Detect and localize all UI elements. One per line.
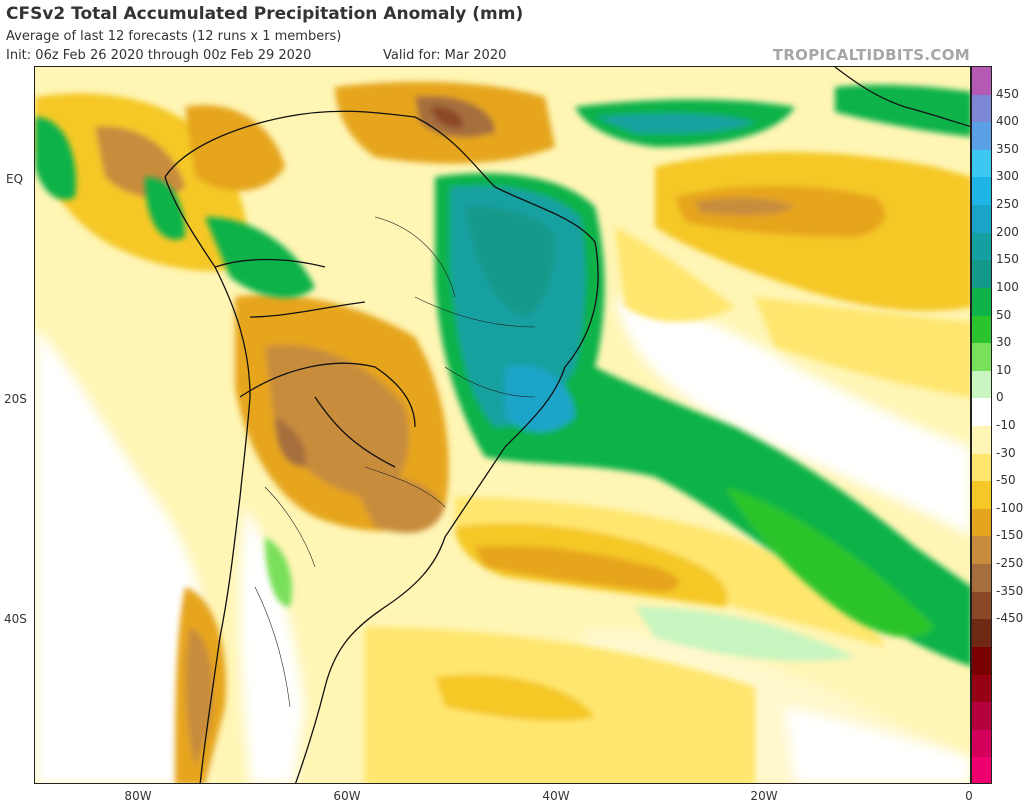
colorbar-label: 450	[996, 86, 1019, 101]
colorbar-label: 100	[996, 279, 1019, 294]
init-time-label: Init: 06z Feb 26 2020 through 00z Feb 29…	[6, 48, 312, 63]
colorbar-label: 400	[996, 114, 1019, 129]
colorbar-swatch	[972, 370, 991, 399]
colorbar-swatch	[972, 481, 991, 510]
x-tick-40w: 40W	[542, 789, 570, 803]
colorbar-label: -100	[996, 500, 1024, 515]
colorbar-label: -250	[996, 556, 1024, 571]
colorbar-label: -350	[996, 583, 1024, 598]
colorbar-label: 250	[996, 197, 1019, 212]
x-tick-60w: 60W	[333, 789, 361, 803]
x-tick-20w: 20W	[750, 789, 778, 803]
colorbar-swatch	[972, 398, 991, 427]
colorbar-label: 150	[996, 252, 1019, 267]
forecast-subtitle: Average of last 12 forecasts (12 runs x …	[6, 29, 342, 44]
colorbar-label: -30	[996, 445, 1016, 460]
x-tick-0: 0	[965, 789, 973, 803]
colorbar-label: 300	[996, 169, 1019, 184]
colorbar-swatch	[972, 149, 991, 178]
brand-watermark: TROPICALTIDBITS.COM	[772, 46, 970, 64]
africa-coastline	[834, 67, 970, 128]
y-tick-20s: 20S	[4, 392, 27, 406]
colorbar-swatch	[972, 122, 991, 151]
continental-dry-anomaly	[35, 81, 555, 783]
map-canvas	[35, 67, 970, 783]
valid-time-label: Valid for: Mar 2020	[383, 48, 507, 63]
colorbar-swatch	[972, 205, 991, 234]
colorbar-label: 350	[996, 141, 1019, 156]
colorbar-swatch	[972, 232, 991, 261]
colorbar-swatch	[972, 619, 991, 648]
colorbar-label: 10	[996, 362, 1012, 377]
colorbar-swatch	[972, 94, 991, 123]
colorbar-swatch	[972, 674, 991, 703]
colorbar-swatch	[972, 260, 991, 289]
colorbar-swatch	[972, 67, 991, 96]
y-tick-40s: 40S	[4, 612, 27, 626]
wet-anomaly-regions	[35, 84, 970, 667]
colorbar-swatch	[972, 702, 991, 731]
near-normal-zones	[35, 297, 970, 783]
page-title: CFSv2 Total Accumulated Precipitation An…	[6, 4, 524, 24]
colorbar-swatch	[972, 426, 991, 455]
state-borders	[254, 216, 536, 708]
colorbar-swatch	[972, 343, 991, 372]
colorbar-swatch	[972, 536, 991, 565]
y-tick-eq: EQ	[6, 172, 24, 186]
colorbar-swatch	[972, 757, 991, 783]
colorbar-label: -50	[996, 473, 1016, 488]
colorbar	[971, 66, 992, 784]
colorbar-swatch	[972, 177, 991, 206]
x-tick-80w: 80W	[124, 789, 152, 803]
colorbar-label: 30	[996, 335, 1012, 350]
colorbar-swatch	[972, 729, 991, 758]
colorbar-label: 0	[996, 390, 1004, 405]
colorbar-swatch	[972, 508, 991, 537]
colorbar-swatch	[972, 564, 991, 593]
colorbar-label: -10	[996, 418, 1016, 432]
dry-anomaly-regions	[365, 152, 970, 783]
colorbar-swatch	[972, 591, 991, 620]
colorbar-label: -450	[996, 611, 1024, 626]
colorbar-label: 200	[996, 224, 1019, 239]
colorbar-label: -150	[996, 528, 1024, 543]
colorbar-swatch	[972, 646, 991, 676]
coastline-outline	[164, 110, 599, 783]
colorbar-swatch	[972, 287, 991, 317]
colorbar-swatch	[972, 315, 991, 344]
colorbar-label: 50	[996, 307, 1012, 322]
colorbar-swatch	[972, 453, 991, 482]
precipitation-anomaly-map[interactable]	[34, 66, 971, 784]
